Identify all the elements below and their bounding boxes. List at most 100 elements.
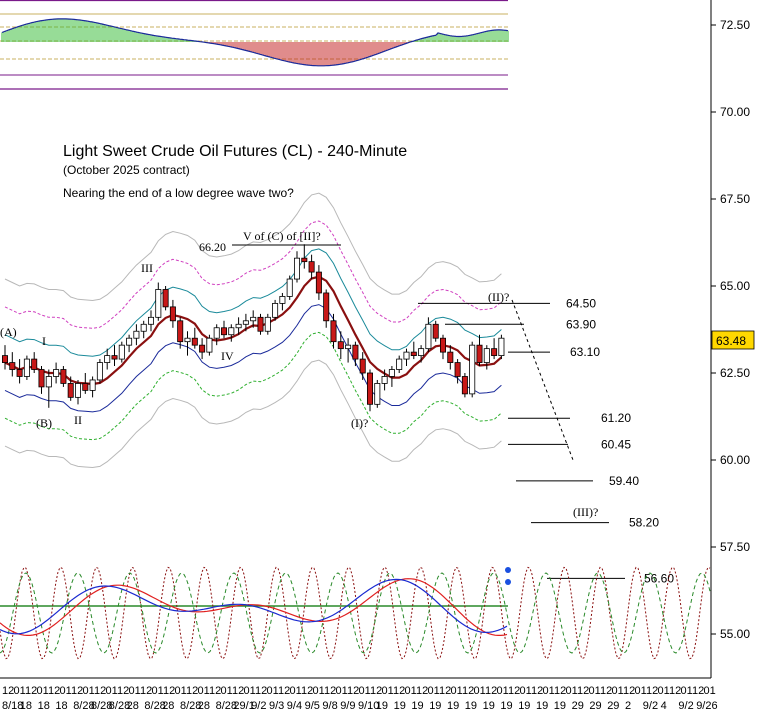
x-hour-label: 12 [623, 685, 635, 697]
x-date-label: 9/8 [322, 700, 337, 711]
candle-body [469, 344, 476, 395]
wave-label: III [141, 261, 153, 275]
x-hour-label: 12 [301, 685, 313, 697]
x-hour-label: 12 [577, 685, 589, 697]
x-date-label: 9/2 [251, 700, 266, 711]
cycle-marker-blue [505, 567, 511, 573]
candle-body [96, 362, 103, 381]
candle-body [381, 376, 388, 384]
x-hour-label: 12 [278, 685, 290, 697]
last-price-badge [711, 330, 755, 350]
candle-body [228, 327, 235, 336]
x-date-label: 8/28 [73, 700, 94, 711]
chart-annotation: Nearing the end of a low degree wave two… [63, 186, 294, 200]
x-date-label: 28 [162, 700, 174, 711]
candle-body [2, 355, 8, 363]
level-label: 60.45 [601, 437, 631, 451]
candle-body [359, 358, 366, 374]
x-date-label: 18 [55, 700, 67, 711]
x-hour-label: 01 [37, 685, 49, 697]
candle-body [75, 383, 82, 398]
candle-body [191, 337, 198, 346]
candle-body [38, 369, 45, 388]
candle-body [82, 383, 89, 391]
x-hour-label: 12 [324, 685, 336, 697]
x-date-label: 19 [376, 700, 388, 711]
x-hour-label: 01 [359, 685, 371, 697]
x-hour-label: 01 [336, 685, 348, 697]
x-hour-label: 12 [186, 685, 198, 697]
candle-body [257, 316, 264, 332]
x-date-label: 9/2 [678, 700, 693, 711]
x-hour-label: 01 [221, 685, 233, 697]
chart-subtitle: (October 2025 contract) [63, 163, 190, 177]
x-hour-label: 01 [428, 685, 440, 697]
candle-body [60, 369, 67, 384]
panel-frames [0, 0, 712, 679]
x-date-label: 9/3 [269, 700, 284, 711]
x-hour-label: 01 [152, 685, 164, 697]
candle-body [286, 278, 293, 297]
level-label: 59.40 [609, 474, 639, 488]
candle-body [89, 379, 96, 391]
candle-body [476, 344, 483, 363]
candle-body [104, 355, 111, 363]
x-hour-label: 01 [290, 685, 302, 697]
x-date-label: 19 [500, 700, 512, 711]
x-date-label: 29 [572, 700, 584, 711]
x-hour-label: 01 [60, 685, 72, 697]
candle-body [23, 358, 30, 377]
candle-body [213, 327, 220, 339]
x-hour-label: 12 [393, 685, 405, 697]
cycle-signal-red [0, 578, 508, 636]
candle-body [279, 296, 286, 304]
candle-body [9, 362, 16, 370]
x-hour-label: 01 [267, 685, 279, 697]
x-hour-label: 01 [83, 685, 95, 697]
x-hour-label: 12 [232, 685, 244, 697]
x-hour-label: 01 [612, 685, 624, 697]
level-label: 58.20 [629, 516, 659, 530]
candle-body [447, 351, 454, 363]
candles [2, 244, 505, 412]
x-date-label: 8/18 [2, 700, 23, 711]
wave-label: (B) [36, 416, 52, 430]
x-hour-label: 01 [635, 685, 647, 697]
candle-body [220, 327, 227, 336]
x-date-label: 19 [518, 700, 530, 711]
candle-body [264, 316, 271, 332]
x-date-label: 29/1 [233, 700, 254, 711]
candle-body [323, 292, 330, 322]
candle-body [315, 271, 322, 294]
candle-body [272, 302, 279, 318]
x-hour-label: 12 [531, 685, 543, 697]
x-date-label: 28 [198, 700, 210, 711]
x-date-label: 19 [447, 700, 459, 711]
x-date-label: 2 [625, 700, 631, 711]
x-hour-label: 01 [704, 685, 716, 697]
x-date-label: 9/4 [287, 700, 302, 711]
x-hour-label: 01 [589, 685, 601, 697]
x-hour-label: 12 [554, 685, 566, 697]
x-hour-label: 01 [681, 685, 693, 697]
candle-body [425, 323, 432, 350]
x-hour-label: 01 [244, 685, 256, 697]
candle-body [111, 355, 118, 360]
x-date-label: 19 [429, 700, 441, 711]
x-date-label: 8/28 [216, 700, 237, 711]
x-date-label: 9/26 [696, 700, 717, 711]
level-label: 63.10 [570, 345, 600, 359]
candle-body [184, 337, 191, 343]
candle-body [388, 369, 395, 377]
x-hour-label: 01 [520, 685, 532, 697]
x-hour-label: 12 [646, 685, 658, 697]
x-hour-label: 12 [140, 685, 152, 697]
x-hour-label: 12 [209, 685, 221, 697]
cycle-oscillator [0, 566, 711, 660]
candle-body [491, 348, 498, 357]
x-hour-label: 01 [129, 685, 141, 697]
last-price-label: 63.48 [716, 334, 746, 348]
y-axis: 72.50 70.00 67.50 65.00 62.50 60.00 57.50 55.00 [711, 18, 750, 641]
candle-body [330, 320, 337, 343]
x-date-label: 19 [411, 700, 423, 711]
